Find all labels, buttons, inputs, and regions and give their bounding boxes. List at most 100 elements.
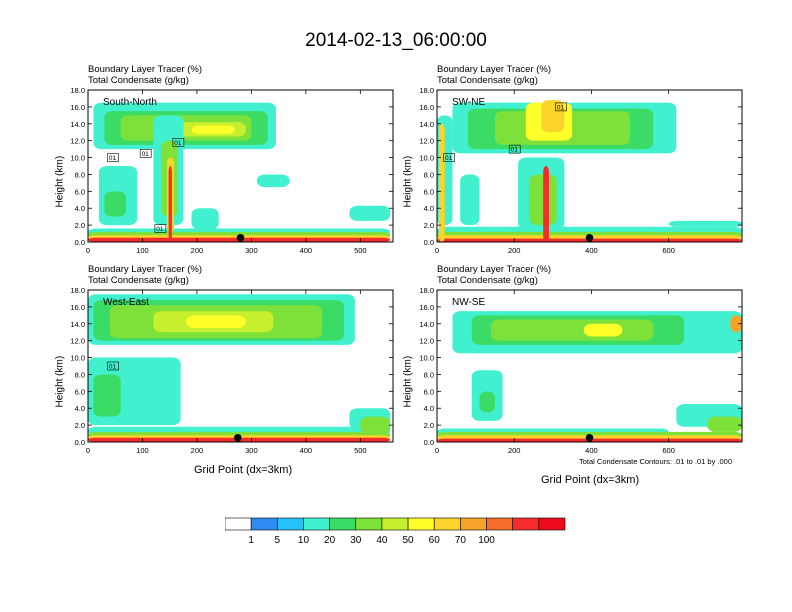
x-tick-label: 500 — [354, 446, 367, 455]
tracer-field — [186, 315, 246, 328]
tracer-field — [256, 174, 290, 188]
figure-title: 2014-02-13_06:00:00 — [305, 30, 487, 51]
panel-3-header-line2: Total Condensate (g/kg) — [88, 275, 189, 286]
y-tick-label: 12.0 — [419, 337, 434, 346]
colorbar-swatch — [277, 517, 304, 531]
y-tick-label: 2.0 — [75, 221, 85, 230]
y-tick-label: 16.0 — [70, 103, 85, 112]
panel-4-ylabel: Height (km) — [402, 355, 414, 408]
x-tick-label: 0 — [435, 246, 439, 255]
colorbar-label: 70 — [454, 535, 466, 546]
tracer-field — [543, 166, 549, 242]
tracer-field — [168, 166, 172, 242]
y-tick-label: 12.0 — [419, 137, 434, 146]
tracer-field — [491, 319, 654, 341]
y-tick-label: 6.0 — [75, 387, 85, 396]
y-tick-label: 4.0 — [75, 404, 85, 413]
contour-label-box — [508, 144, 521, 154]
x-tick-label: 400 — [300, 246, 313, 255]
x-tick-label: 500 — [354, 246, 367, 255]
y-tick-label: 10.0 — [70, 354, 85, 363]
tracer-field — [707, 416, 742, 432]
contour-label: 01 — [109, 155, 117, 162]
plot-frame — [87, 289, 394, 443]
panel-3-ylabel: Height (km) — [54, 355, 66, 408]
colorbar-label: 1 — [248, 535, 254, 546]
tracer-field — [349, 205, 391, 221]
contour-label-box — [443, 153, 455, 162]
colorbar-swatch — [407, 517, 435, 531]
contour-label: 01 — [557, 104, 565, 111]
panel-1-header-line1: Boundary Layer Tracer (%) — [88, 64, 203, 75]
y-tick-label: 4.0 — [424, 204, 434, 213]
y-tick-label: 18.0 — [70, 286, 85, 295]
x-tick-label: 200 — [191, 246, 204, 255]
panel-4-header: Boundary Layer Tracer (%) Total Condensa… — [437, 264, 551, 286]
location-marker — [233, 433, 242, 442]
plot-frame — [436, 89, 743, 243]
colorbar-swatch — [538, 517, 566, 531]
contour-label-box — [107, 153, 119, 162]
y-tick-label: 0.0 — [75, 438, 85, 447]
tracer-field — [668, 220, 742, 227]
x-tick-label: 100 — [136, 246, 149, 255]
panel-2-header-line1: Boundary Layer Tracer (%) — [437, 64, 552, 75]
tracer-field — [730, 315, 742, 333]
panel-2-ylabel: Height (km) — [402, 155, 414, 208]
y-tick-label: 8.0 — [75, 170, 85, 179]
plot-frame — [436, 289, 743, 443]
contour-label: 01 — [109, 364, 117, 371]
field-layer: 01 — [88, 290, 393, 442]
y-tick-label: 18.0 — [70, 86, 85, 95]
contour-label: 01 — [156, 226, 164, 233]
colorbar-swatch — [486, 517, 513, 531]
panel-4-xlabel: Grid Point (dx=3km) — [541, 474, 640, 486]
y-tick-label: 10.0 — [70, 154, 85, 163]
y-tick-label: 14.0 — [70, 320, 85, 329]
x-tick-label: 0 — [86, 446, 90, 455]
x-tick-label: 600 — [662, 446, 675, 455]
contour-label-box — [107, 361, 119, 371]
plot-frame — [87, 89, 394, 243]
panel-2-header-line2: Total Condensate (g/kg) — [437, 75, 538, 86]
colorbar-swatch — [381, 517, 409, 531]
tracer-field — [583, 323, 623, 337]
colorbar-swatch — [303, 517, 330, 531]
x-tick-label: 0 — [86, 246, 90, 255]
y-tick-label: 10.0 — [419, 154, 434, 163]
panel-name: West-East — [103, 297, 149, 308]
y-tick-label: 4.0 — [424, 404, 434, 413]
panel-3-xlabel: Grid Point (dx=3km) — [194, 464, 293, 476]
x-tick-label: 200 — [191, 446, 204, 455]
panel-sw-ne: 01 01 01 SW-NE 0.0 2.0 4.0 6.0 8.0 10.0 12.0 14.0 16… — [419, 86, 743, 255]
colorbar-swatch — [225, 517, 252, 531]
contour-label: 01 — [511, 147, 519, 154]
x-tick-label: 200 — [508, 446, 521, 455]
y-tick-label: 6.0 — [424, 187, 434, 196]
panel-south-north: 01 01 01 01 South-North 0.0 2.0 4.0 6.0 8.0 10.0 12… — [70, 86, 394, 255]
colorbar-label: 20 — [324, 535, 336, 546]
colorbar-swatch — [460, 517, 487, 531]
panel-west-east: 01 West-East 0.0 2.0 4.0 6.0 8.0 10.0 12.0 14.0 16… — [70, 286, 394, 455]
tracer-field — [191, 208, 219, 230]
x-tick-label: 300 — [245, 246, 258, 255]
tracer-field — [479, 391, 495, 413]
contour-label: 01 — [174, 140, 182, 147]
location-marker — [585, 433, 594, 442]
y-tick-label: 2.0 — [424, 421, 434, 430]
panel-3-header: Boundary Layer Tracer (%) Total Condensa… — [88, 264, 202, 286]
x-tick-label: 600 — [662, 246, 675, 255]
colorbar-label: 40 — [376, 535, 388, 546]
y-tick-label: 4.0 — [75, 204, 85, 213]
colorbar-swatch — [433, 517, 461, 531]
contour-note: Total Condensate Contours: .01 to .01 by… — [579, 457, 733, 466]
y-tick-label: 2.0 — [424, 221, 434, 230]
y-tick-label: 8.0 — [424, 170, 434, 179]
contour-label-box — [555, 102, 567, 112]
colorbar-label: 100 — [478, 535, 495, 546]
y-tick-label: 8.0 — [424, 370, 434, 379]
location-marker — [585, 233, 594, 242]
colorbar-label: 60 — [428, 535, 440, 546]
tracer-field — [529, 174, 557, 226]
x-tick-label: 300 — [245, 446, 258, 455]
